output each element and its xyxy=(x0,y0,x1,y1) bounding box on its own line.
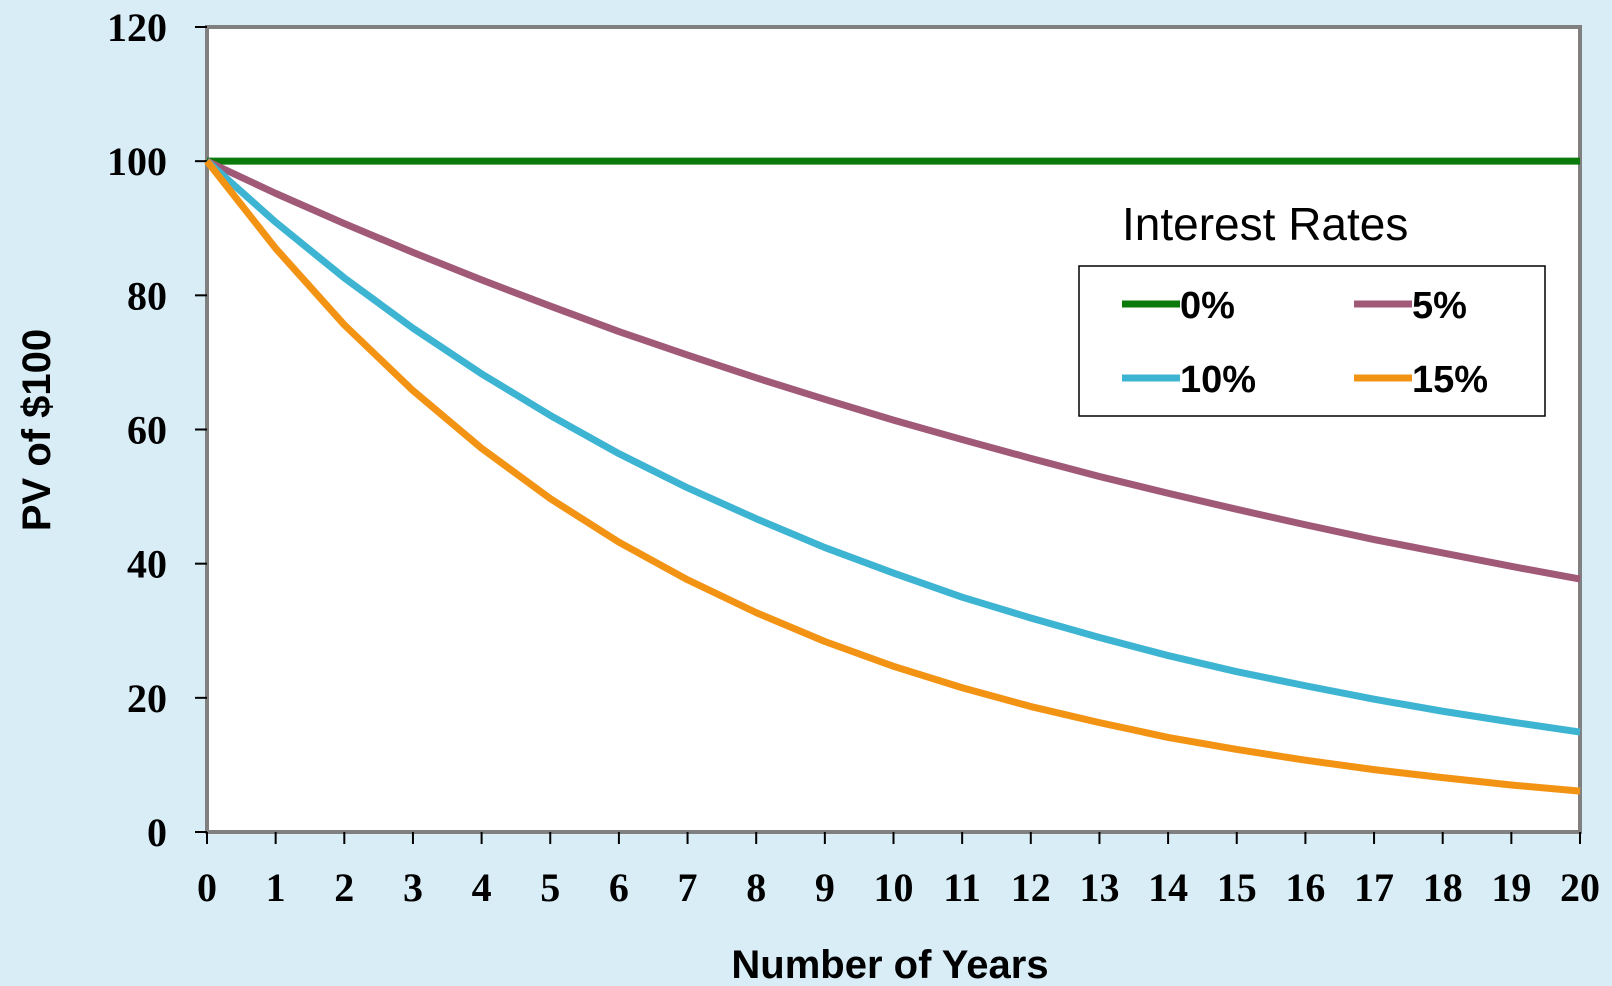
plot-area xyxy=(205,25,1582,834)
series-line-10pct xyxy=(204,158,1581,736)
y-tick-label: 80 xyxy=(127,273,167,318)
y-tick-label: 0 xyxy=(147,810,167,855)
y-axis-title: PV of $100 xyxy=(15,329,59,531)
x-tick-label: 19 xyxy=(1491,865,1531,910)
x-tick-label: 18 xyxy=(1423,865,1463,910)
x-tick-label: 16 xyxy=(1285,865,1325,910)
x-axis: 0 1 2 3 4 5 6 7 8 9 10 11 12 13 14 15 16 17 18 19 20 xyxy=(197,832,1600,910)
x-tick-label: 6 xyxy=(609,865,629,910)
x-tick-label: 20 xyxy=(1560,865,1600,910)
x-tick-label: 8 xyxy=(746,865,766,910)
x-tick-label: 4 xyxy=(472,865,492,910)
legend-box xyxy=(1078,265,1546,417)
x-tick-label: 9 xyxy=(815,865,835,910)
y-tick-label: 120 xyxy=(107,5,167,50)
y-tick-label: 60 xyxy=(127,408,167,453)
x-tick-label: 15 xyxy=(1217,865,1257,910)
x-tick-label: 17 xyxy=(1354,865,1394,910)
series-line-5pct xyxy=(205,157,1581,583)
x-axis-title: Number of Years xyxy=(731,943,1048,986)
x-tick-label: 5 xyxy=(540,865,560,910)
y-tick-label: 40 xyxy=(127,542,167,587)
x-tick-label: 0 xyxy=(197,865,217,910)
x-tick-label: 3 xyxy=(403,865,423,910)
x-tick-label: 13 xyxy=(1079,865,1119,910)
x-tick-label: 2 xyxy=(334,865,354,910)
series-line-15pct xyxy=(204,159,1581,795)
y-tick-label: 20 xyxy=(127,676,167,721)
legend-title: Interest Rates xyxy=(1122,198,1408,250)
series-layer xyxy=(204,157,1581,795)
y-tick-label: 100 xyxy=(107,139,167,184)
x-tick-label: 7 xyxy=(678,865,698,910)
legend-label: 5% xyxy=(1412,285,1467,327)
x-tick-label: 1 xyxy=(266,865,286,910)
x-tick-label: 12 xyxy=(1011,865,1051,910)
x-tick-label: 14 xyxy=(1148,865,1188,910)
x-tick-label: 11 xyxy=(943,865,981,910)
y-axis: 0 20 40 60 80 100 120 xyxy=(107,5,207,855)
legend-label: 0% xyxy=(1180,285,1235,327)
x-tick-label: 10 xyxy=(874,865,914,910)
legend-label: 10% xyxy=(1180,359,1256,401)
legend: 0% 5% 10% 15% xyxy=(1078,265,1546,417)
legend-label: 15% xyxy=(1412,359,1488,401)
